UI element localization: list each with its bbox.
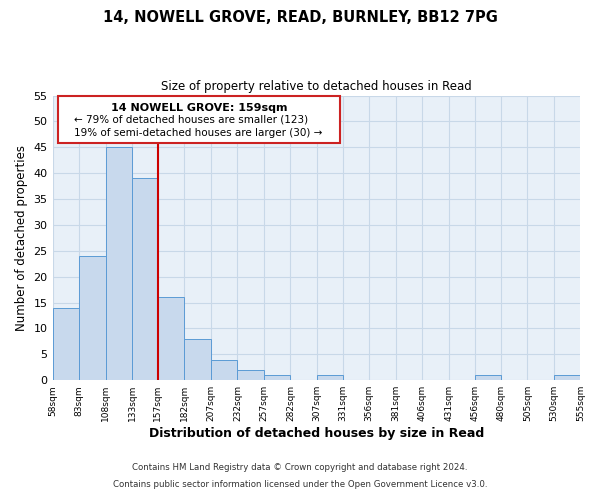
Title: Size of property relative to detached houses in Read: Size of property relative to detached ho… (161, 80, 472, 93)
Text: Contains public sector information licensed under the Open Government Licence v3: Contains public sector information licen… (113, 480, 487, 489)
Bar (53, 308, 79, 380)
Text: Contains HM Land Registry data © Crown copyright and database right 2024.: Contains HM Land Registry data © Crown c… (132, 464, 468, 472)
Bar (317, 375, 343, 380)
Bar (211, 360, 238, 380)
Bar (79, 256, 106, 380)
Y-axis label: Number of detached properties: Number of detached properties (15, 145, 28, 331)
Text: 14, NOWELL GROVE, READ, BURNLEY, BB12 7PG: 14, NOWELL GROVE, READ, BURNLEY, BB12 7P… (103, 10, 497, 25)
Bar (238, 370, 264, 380)
Bar (184, 339, 211, 380)
Text: 14 NOWELL GROVE: 159sqm: 14 NOWELL GROVE: 159sqm (111, 102, 287, 113)
Bar (264, 375, 290, 380)
Bar (158, 298, 184, 380)
Bar (132, 178, 158, 380)
Text: ← 79% of detached houses are smaller (123): ← 79% of detached houses are smaller (12… (74, 115, 308, 125)
Text: 19% of semi-detached houses are larger (30) →: 19% of semi-detached houses are larger (… (74, 128, 322, 138)
Bar (475, 375, 501, 380)
FancyBboxPatch shape (58, 96, 340, 142)
Bar (554, 375, 581, 380)
X-axis label: Distribution of detached houses by size in Read: Distribution of detached houses by size … (149, 427, 484, 440)
Bar (106, 148, 132, 380)
